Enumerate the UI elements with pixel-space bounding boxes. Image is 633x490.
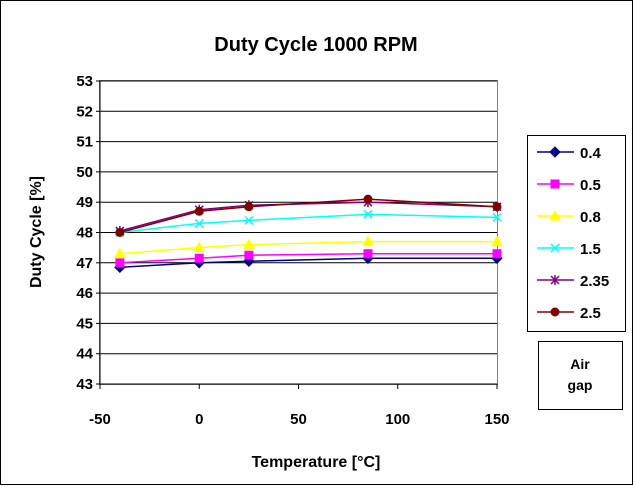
data-point-circle <box>363 194 373 204</box>
chart-title: Duty Cycle 1000 RPM <box>214 34 417 56</box>
legend-label: 0.8 <box>580 209 601 226</box>
y-tick-label: 47 <box>76 255 93 272</box>
series-2-5 <box>115 194 502 237</box>
data-point-square <box>115 258 125 268</box>
data-point-square <box>363 249 373 259</box>
axes: 43 44 45 46 47 48 49 50 51 52 53 -50 0 50 100 150 <box>76 73 509 428</box>
y-tick-label: 48 <box>76 225 93 242</box>
data-point-x <box>550 243 560 253</box>
legend-label: 0.4 <box>580 145 602 162</box>
legend-entry: 0.4 <box>537 145 602 162</box>
data-point-square <box>194 253 204 263</box>
data-point-triangle <box>549 209 561 221</box>
y-tick-label: 49 <box>76 194 93 211</box>
data-point-x <box>194 218 204 228</box>
data-point-x <box>363 209 373 219</box>
legend-label: 1.5 <box>580 241 601 258</box>
data-point-triangle <box>491 235 503 247</box>
y-tick-label: 53 <box>76 73 93 90</box>
data-point-circle <box>194 206 204 216</box>
legend-entry: 2.35 <box>537 273 609 290</box>
data-point-triangle <box>362 235 374 247</box>
data-point-triangle <box>243 238 255 250</box>
x-axis-title: Temperature [°C] <box>252 454 381 471</box>
data-point-circle <box>244 202 254 212</box>
data-point-circle <box>550 307 560 317</box>
legend-entry: 1.5 <box>537 241 601 258</box>
y-tick-label: 44 <box>76 346 93 363</box>
y-tick-label: 50 <box>76 164 93 181</box>
data-point-x <box>492 212 502 222</box>
legend-label: 2.35 <box>580 273 609 290</box>
data-point-star <box>550 275 560 285</box>
y-tick-label: 46 <box>76 285 93 302</box>
data-point-square <box>492 249 502 259</box>
y-tick-label: 51 <box>76 134 93 151</box>
y-tick-label: 43 <box>76 376 93 393</box>
y-axis-title: Duty Cycle [%] <box>28 176 45 288</box>
series-0-8 <box>114 235 503 259</box>
legend: 0.4 0.5 0.8 1.5 2.35 2.5 <box>537 145 609 322</box>
data-point-diamond <box>549 146 561 158</box>
x-tick-label: -50 <box>89 411 111 428</box>
legend-box <box>527 135 626 332</box>
series-0-5 <box>115 249 502 268</box>
y-tick-label: 45 <box>76 315 93 332</box>
data-point-x <box>244 215 254 225</box>
air-gap-note-box <box>538 341 623 410</box>
air-gap-note-line-1: Air <box>570 356 590 372</box>
legend-entry: 0.8 <box>537 209 601 226</box>
x-tick-label: 0 <box>195 411 203 428</box>
series-lines <box>114 194 503 274</box>
data-point-square <box>550 179 560 189</box>
air-gap-note-line-2: gap <box>568 377 593 393</box>
x-tick-label: 100 <box>385 411 410 428</box>
legend-label: 0.5 <box>580 177 601 194</box>
legend-entry: 2.5 <box>537 305 601 322</box>
data-point-square <box>244 250 254 260</box>
data-point-circle <box>115 228 125 237</box>
y-tick-label: 52 <box>76 103 93 120</box>
legend-label: 2.5 <box>580 305 601 322</box>
grid-lines <box>100 80 497 385</box>
legend-entry: 0.5 <box>537 177 601 194</box>
x-tick-label: 150 <box>484 411 509 428</box>
data-point-triangle <box>193 241 206 253</box>
data-point-triangle <box>114 247 126 259</box>
data-point-circle <box>492 202 502 212</box>
x-tick-label: 50 <box>290 411 307 428</box>
